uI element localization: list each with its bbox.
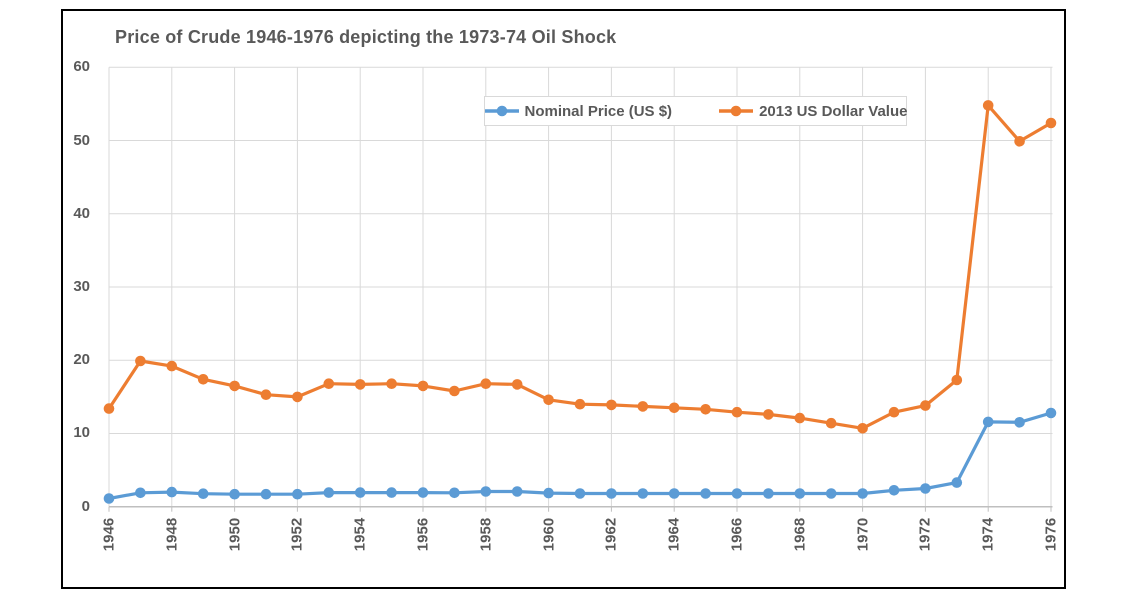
x-axis-tick-label: 1968 — [791, 517, 809, 552]
y-axis-tick-label: 50 — [73, 131, 90, 149]
data-point-marker — [323, 487, 335, 498]
data-point-marker — [543, 487, 554, 499]
data-point-marker — [386, 378, 397, 390]
legend: Nominal Price (US $) 2013 US Dollar Valu… — [484, 96, 907, 126]
data-point-marker — [668, 402, 680, 414]
data-point-marker — [449, 385, 460, 397]
data-point-marker — [386, 487, 397, 498]
data-point-marker — [103, 493, 115, 504]
data-point-marker — [260, 488, 272, 500]
y-axis-tick-label: 60 — [73, 58, 90, 76]
data-point-marker — [229, 380, 240, 392]
legend-label-dollar-value: 2013 US Dollar Value — [759, 102, 908, 120]
data-point-marker — [700, 488, 711, 499]
data-point-marker — [354, 379, 366, 390]
legend-marker-nominal-icon — [484, 105, 519, 117]
data-point-marker — [229, 488, 240, 500]
data-point-marker — [1045, 117, 1057, 129]
data-point-marker — [166, 486, 178, 498]
x-axis-tick-label: 1972 — [916, 517, 934, 552]
data-point-marker — [982, 416, 994, 428]
y-axis-tick-label: 40 — [73, 204, 90, 222]
data-point-marker — [700, 404, 711, 415]
x-axis-tick-label: 1966 — [728, 517, 746, 552]
data-point-marker — [857, 423, 868, 434]
data-point-marker — [354, 487, 366, 498]
x-axis-tick-label: 1960 — [540, 517, 558, 552]
data-point-marker — [166, 360, 178, 372]
data-point-marker — [606, 399, 617, 411]
data-point-marker — [449, 487, 460, 499]
data-point-marker — [323, 378, 335, 390]
data-point-marker — [606, 488, 617, 499]
data-point-marker — [292, 391, 303, 403]
data-point-marker — [574, 488, 586, 499]
data-point-marker — [951, 374, 963, 386]
data-point-marker — [260, 389, 272, 401]
series-line-0 — [107, 411, 1053, 501]
x-axis-tick-label: 1952 — [288, 517, 306, 552]
y-axis-tick-label: 10 — [73, 424, 90, 442]
x-axis-tick-label: 1976 — [1042, 517, 1060, 552]
data-point-marker — [197, 374, 209, 385]
y-axis-tick-label: 30 — [73, 278, 90, 295]
x-axis-tick-label: 1946 — [100, 517, 118, 552]
data-point-marker — [794, 488, 806, 499]
y-axis-tick-label: 0 — [81, 497, 90, 515]
legend-marker-dollar-value-icon — [719, 105, 754, 117]
chart-title: Price of Crude 1946-1976 depicting the 1… — [115, 27, 617, 47]
x-axis-tick-label: 1964 — [665, 517, 683, 552]
data-point-marker — [637, 488, 649, 499]
legend-label-nominal: Nominal Price (US $) — [524, 102, 673, 120]
data-point-marker — [888, 485, 900, 496]
y-axis-tick-label: 20 — [73, 351, 90, 369]
data-point-marker — [637, 401, 649, 412]
x-axis-tick-label: 1950 — [226, 517, 244, 552]
data-point-marker — [668, 488, 680, 499]
x-axis-tick-label: 1962 — [602, 517, 620, 552]
data-point-marker — [511, 486, 523, 497]
data-point-marker — [731, 488, 743, 499]
x-axis-tick-label: 1970 — [854, 517, 872, 552]
legend-item-dollar-value: 2013 US Dollar Value — [718, 103, 907, 120]
data-point-marker — [103, 403, 115, 414]
data-point-marker — [417, 380, 429, 392]
data-point-marker — [731, 406, 743, 418]
data-point-marker — [292, 488, 303, 500]
data-point-marker — [763, 488, 774, 499]
x-axis-tick-label: 1974 — [979, 517, 997, 552]
data-point-marker — [480, 378, 492, 390]
data-point-marker — [135, 355, 146, 367]
data-point-marker — [543, 394, 554, 406]
legend-item-nominal-price: Nominal Price (US $) — [484, 102, 673, 120]
x-axis-tick-label: 1948 — [163, 517, 181, 552]
data-point-marker — [511, 379, 523, 390]
data-point-marker — [1045, 407, 1057, 419]
data-point-marker — [920, 483, 931, 494]
data-point-marker — [951, 477, 963, 488]
data-point-marker — [763, 409, 774, 420]
data-point-marker — [480, 486, 492, 497]
data-point-marker — [417, 487, 429, 498]
data-point-marker — [982, 100, 994, 111]
data-point-marker — [794, 412, 806, 424]
data-point-marker — [135, 487, 146, 499]
data-point-marker — [1014, 136, 1025, 147]
x-axis-tick-label: 1958 — [477, 517, 495, 552]
data-point-marker — [574, 398, 586, 410]
x-axis-tick-label: 1956 — [414, 517, 432, 552]
data-point-marker — [825, 417, 837, 429]
data-point-marker — [920, 400, 931, 411]
x-axis-tick-label: 1954 — [351, 517, 369, 552]
data-point-marker — [1014, 417, 1025, 428]
data-point-marker — [825, 488, 837, 499]
data-point-marker — [857, 488, 868, 499]
data-point-marker — [197, 488, 209, 500]
series-line-1 — [107, 103, 1053, 430]
data-point-marker — [888, 406, 900, 418]
